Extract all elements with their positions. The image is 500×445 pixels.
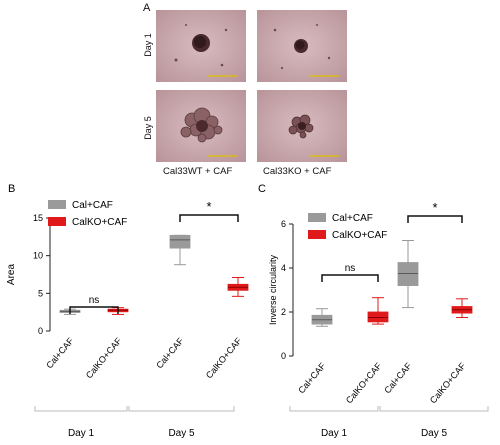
x-tick-label: Cal+CAF: [44, 335, 76, 370]
significance-bracket: [69, 306, 119, 314]
x-tick-label: CalKO+CAF: [344, 360, 384, 405]
significance-label: ns: [345, 263, 356, 274]
significance-label: *: [432, 200, 437, 215]
significance-bracket: [407, 215, 463, 223]
group-bracket: [34, 406, 128, 412]
box-iqr: [169, 234, 191, 249]
legend-swatch: [308, 230, 326, 239]
legend-label: CalKO+CAF: [72, 217, 127, 228]
x-tick-label: CalKO+CAF: [204, 335, 244, 380]
group-bracket: [128, 406, 235, 412]
micrograph-wt-day5: [156, 90, 246, 162]
y-tick-label: 0: [38, 326, 43, 336]
group-label: Day 1: [68, 428, 95, 439]
x-tick-label: CalKO+CAF: [428, 360, 468, 405]
col-label-wt: Cal33WT + CAF: [163, 166, 233, 177]
micrograph-ko-day1: [257, 10, 347, 82]
micrograph-wt-day1: [156, 10, 246, 82]
panel-letter: B: [8, 183, 15, 195]
y-axis-label: Inverse circularity: [268, 254, 278, 325]
x-tick-label: Cal+CAF: [154, 335, 186, 370]
box-calko-day5: [227, 277, 249, 297]
box-iqr: [397, 262, 419, 287]
box-iqr: [367, 311, 389, 323]
panel-a-letter: A: [143, 2, 151, 14]
box-cal-day5: [169, 234, 191, 266]
significance-label: ns: [89, 295, 100, 306]
significance-bracket: [321, 274, 379, 282]
y-tick-label: 5: [38, 288, 43, 298]
legend-swatch: [308, 213, 326, 222]
group-bracket: [289, 406, 379, 412]
group-label: Day 5: [168, 428, 195, 439]
legend-label: CalKO+CAF: [332, 230, 387, 241]
y-axis-label: Area: [6, 264, 17, 286]
x-tick-label: CalKO+CAF: [84, 335, 124, 380]
micrograph-ko-day5: [257, 90, 347, 162]
group-label: Day 5: [421, 428, 448, 439]
panel-letter: C: [258, 183, 266, 195]
legend-label: Cal+CAF: [72, 200, 113, 211]
box-cal-day1: [311, 308, 333, 327]
significance-bracket: [179, 214, 239, 222]
box-calko-day5: [451, 298, 473, 318]
y-tick-label: 10: [33, 251, 43, 261]
y-tick-label: 6: [281, 219, 286, 229]
significance-label: *: [206, 199, 211, 214]
group-bracket: [379, 406, 489, 412]
legend-label: Cal+CAF: [332, 213, 373, 224]
row-label-day1: Day 1: [143, 33, 153, 57]
y-tick-label: 2: [281, 307, 286, 317]
box-cal-day5: [397, 240, 419, 309]
row-label-day5: Day 5: [143, 116, 153, 140]
x-tick-label: Cal+CAF: [296, 360, 328, 395]
legend-swatch: [48, 200, 66, 209]
y-tick-label: 15: [33, 213, 43, 223]
group-label: Day 1: [321, 428, 348, 439]
box-calko-day1: [367, 297, 389, 325]
x-tick-label: Cal+CAF: [382, 360, 414, 395]
legend-swatch: [48, 217, 66, 226]
y-tick-label: 4: [281, 263, 286, 273]
y-tick-label: 0: [281, 351, 286, 361]
col-label-ko: Cal33KO + CAF: [263, 166, 332, 177]
